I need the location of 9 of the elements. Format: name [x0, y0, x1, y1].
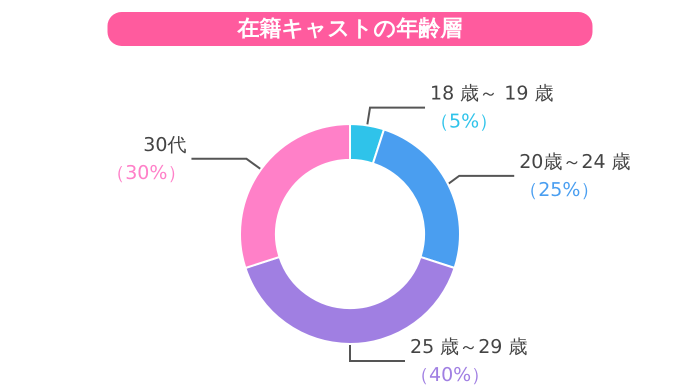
slice-label: 20歳～24 歳	[519, 150, 631, 173]
data-label: （30%）	[106, 162, 186, 184]
slice-label: 18 歳～ 19 歳	[430, 82, 554, 105]
data-label: （40%）	[410, 364, 490, 386]
slice-label: 25 歳～29 歳	[410, 336, 528, 358]
data-label: （5%）	[430, 110, 498, 133]
slice-label: 30代	[143, 134, 186, 156]
data-label: （25%）	[519, 178, 600, 201]
chart-title: 在籍キャストの年齢層	[236, 16, 462, 42]
